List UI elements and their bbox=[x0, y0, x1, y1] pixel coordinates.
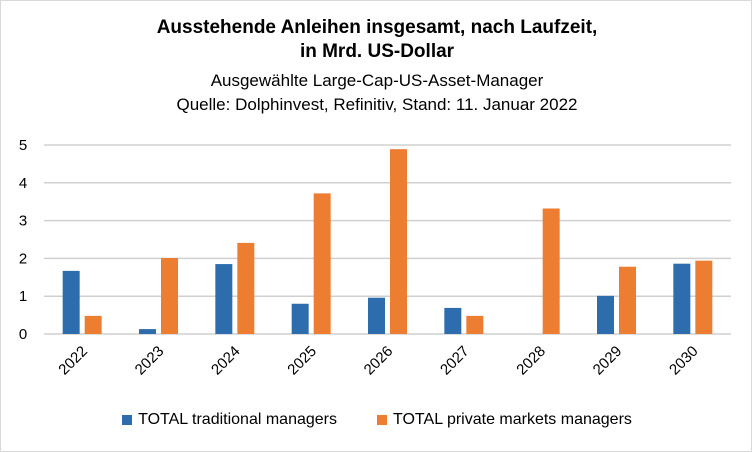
legend-item-traditional: TOTAL traditional managers bbox=[122, 411, 337, 429]
bar-traditional-2022 bbox=[62, 270, 80, 334]
bar-private-2030 bbox=[695, 260, 713, 334]
bar-private-2029 bbox=[619, 266, 636, 334]
bar-traditional-2023 bbox=[139, 329, 156, 334]
x-tick-label: 2025 bbox=[284, 343, 320, 379]
bar-private-2024 bbox=[237, 242, 255, 334]
legend-label: TOTAL private markets managers bbox=[393, 411, 632, 428]
x-tick-label: 2022 bbox=[55, 343, 91, 379]
x-tick-label: 2024 bbox=[208, 343, 244, 379]
y-tick-label: 2 bbox=[19, 250, 27, 267]
chart-title: Ausstehende Anleihen insgesamt, nach Lau… bbox=[156, 17, 598, 38]
legend-item-private: TOTAL private markets managers bbox=[377, 411, 632, 429]
x-tick-label: 2027 bbox=[437, 343, 473, 379]
legend: TOTAL traditional managers TOTAL private… bbox=[1, 411, 751, 429]
bar-traditional-2027 bbox=[444, 307, 462, 334]
bar-private-2022 bbox=[84, 315, 102, 334]
legend-swatch bbox=[377, 415, 387, 425]
x-tick-label: 2030 bbox=[666, 343, 702, 379]
bar-traditional-2024 bbox=[215, 264, 233, 334]
chart-source: Quelle: Dolphinvest, Refinitiv, Stand: 1… bbox=[176, 95, 578, 114]
chart-subtitle: Ausgewählte Large-Cap-US-Asset-Manager bbox=[210, 71, 544, 90]
bar-traditional-2025 bbox=[291, 303, 309, 334]
bar-private-2028 bbox=[542, 208, 560, 334]
bar-private-2026 bbox=[390, 149, 407, 334]
bar-traditional-2029 bbox=[597, 295, 614, 334]
legend-swatch bbox=[122, 415, 133, 425]
x-tick-label: 2028 bbox=[513, 343, 549, 379]
x-tick-label: 2026 bbox=[361, 343, 397, 379]
bar-private-2023 bbox=[161, 258, 178, 334]
y-tick-label: 0 bbox=[19, 326, 27, 343]
bar-traditional-2026 bbox=[368, 297, 385, 334]
y-tick-label: 5 bbox=[19, 137, 27, 154]
y-tick-label: 3 bbox=[19, 213, 27, 230]
x-tick-label: 2023 bbox=[132, 343, 168, 379]
legend-label: TOTAL traditional managers bbox=[138, 411, 337, 428]
y-tick-label: 4 bbox=[19, 175, 27, 192]
y-tick-label: 1 bbox=[19, 288, 27, 305]
bar-private-2027 bbox=[466, 315, 484, 334]
bar-traditional-2030 bbox=[673, 263, 691, 334]
x-tick-label: 2029 bbox=[590, 343, 626, 379]
chart-title-line2: in Mrd. US-Dollar bbox=[299, 41, 455, 62]
bar-private-2025 bbox=[313, 193, 331, 334]
